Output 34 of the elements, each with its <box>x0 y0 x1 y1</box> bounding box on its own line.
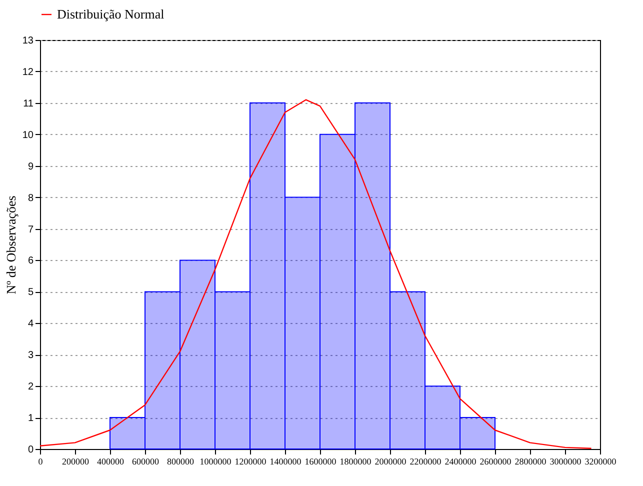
line-series <box>39 99 592 449</box>
y-tick-label: 8 <box>28 192 34 204</box>
y-axis-title: Nº de Observações <box>3 196 18 294</box>
x-tick-label: 1000000 <box>200 456 232 466</box>
y-tick-label: 6 <box>28 256 34 267</box>
y-tick-label: 12 <box>22 66 34 78</box>
x-tick-label: 2200000 <box>410 456 442 466</box>
x-tick-label: 2000000 <box>374 456 407 466</box>
x-tick-label: 200000 <box>62 456 90 466</box>
x-tick-label: 3200000 <box>584 456 617 466</box>
x-tick-label: 1600000 <box>304 456 337 466</box>
y-tick-label: 0 <box>28 444 34 456</box>
x-tick-label: 1400000 <box>270 456 302 466</box>
x-tick-label: 1800000 <box>340 456 372 466</box>
x-tick-label: 2400000 <box>444 456 477 466</box>
y-tick-label: 2 <box>28 382 34 393</box>
legend-label: Distribuição Normal <box>57 6 165 22</box>
y-tick-label: 1 <box>28 413 34 424</box>
y-tick-label: 9 <box>28 161 34 172</box>
x-tick-label: 800000 <box>167 456 194 466</box>
y-tick-label: 13 <box>22 36 34 46</box>
x-tick-label: 0 <box>38 456 44 466</box>
y-tick-label: 10 <box>22 130 34 141</box>
y-tick-label: 11 <box>23 98 34 110</box>
y-tick-label: 5 <box>28 287 34 298</box>
y-tick-label: 7 <box>28 224 34 236</box>
x-tick-label: 400000 <box>97 456 124 466</box>
x-tick-label: 600000 <box>132 456 160 466</box>
x-tick-label: 3000000 <box>550 456 582 466</box>
y-tick-label: 3 <box>28 350 34 362</box>
x-tick-label: 2800000 <box>514 456 547 466</box>
y-tick-label: 4 <box>28 318 34 330</box>
x-tick-label: 1200000 <box>234 456 267 466</box>
x-tick-label: 2600000 <box>480 456 512 466</box>
